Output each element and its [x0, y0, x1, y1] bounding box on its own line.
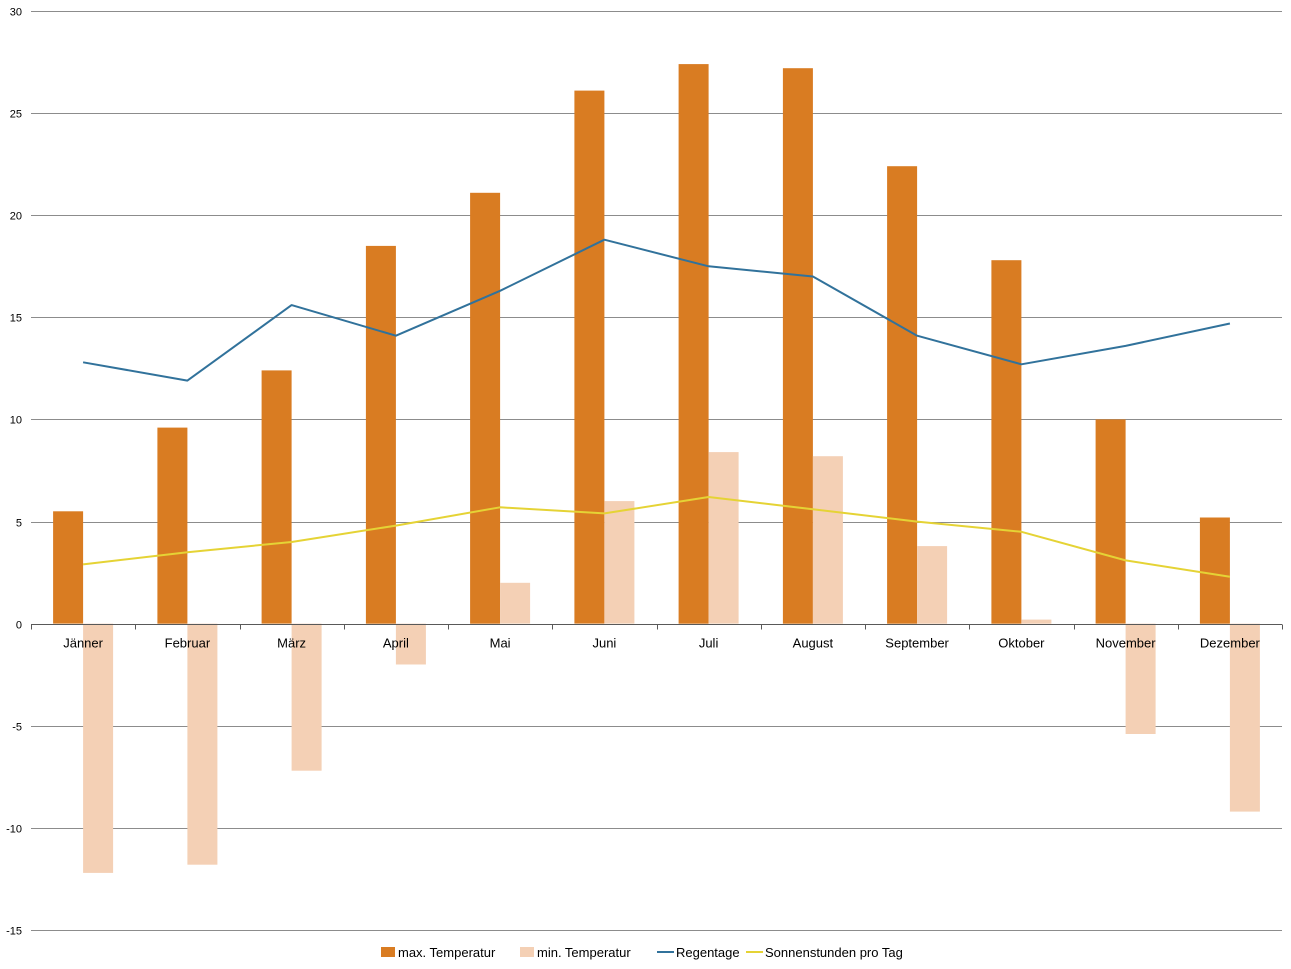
- legend-label: Regentage: [676, 945, 740, 960]
- bar-series: [53, 64, 1260, 873]
- bar-max-temperatur: [261, 370, 292, 624]
- bar-min-temperatur: [708, 452, 739, 624]
- y-tick-label: 5: [16, 518, 22, 530]
- category-label: Juli: [699, 636, 719, 651]
- legend-swatch: [520, 947, 534, 957]
- bar-max-temperatur: [574, 90, 605, 624]
- zero-axis: [31, 624, 1283, 630]
- bar-max-temperatur: [782, 68, 813, 624]
- category-label: Jänner: [63, 636, 103, 651]
- y-tick-label: 15: [10, 313, 22, 325]
- bar-min-temperatur: [812, 456, 843, 624]
- bar-max-temperatur: [365, 245, 396, 624]
- gridlines: [31, 11, 1282, 931]
- y-tick-label: 10: [10, 415, 22, 427]
- category-label: Februar: [165, 636, 211, 651]
- legend-label: max. Temperatur: [398, 945, 496, 960]
- y-tick-label: 20: [10, 211, 22, 223]
- category-label: November: [1096, 636, 1157, 651]
- bar-max-temperatur: [157, 427, 188, 624]
- bar-min-temperatur: [187, 623, 218, 865]
- category-label: August: [793, 636, 834, 651]
- bar-min-temperatur: [917, 546, 948, 624]
- category-label: Oktober: [998, 636, 1045, 651]
- y-tick-label: -5: [12, 722, 22, 734]
- bar-max-temperatur: [53, 511, 84, 624]
- category-label: Dezember: [1200, 636, 1261, 651]
- line-regentage: [82, 238, 1231, 382]
- bar-max-temperatur: [887, 166, 918, 624]
- category-label: Juni: [592, 636, 616, 651]
- legend-label: Sonnenstunden pro Tag: [765, 945, 903, 960]
- category-label: Mai: [490, 636, 511, 651]
- bar-min-temperatur: [604, 501, 635, 624]
- bar-min-temperatur: [500, 582, 531, 624]
- line-series: [82, 238, 1231, 578]
- bar-min-temperatur: [83, 623, 114, 873]
- category-label: März: [277, 636, 306, 651]
- y-axis-tick-labels: -15 -10 -5 0 5 10 15 20 25 30: [6, 7, 22, 938]
- y-tick-label: 25: [10, 109, 22, 121]
- bar-max-temperatur: [991, 260, 1022, 624]
- category-label: April: [383, 636, 409, 651]
- bar-max-temperatur: [678, 64, 709, 624]
- bar-min-temperatur: [1229, 623, 1260, 812]
- bar-min-temperatur: [1125, 623, 1156, 734]
- bar-max-temperatur: [1199, 517, 1230, 624]
- y-tick-label: 0: [16, 620, 22, 632]
- category-labels: Jänner Februar März April Mai Juni Juli August S…: [63, 636, 1260, 651]
- bar-max-temperatur: [470, 192, 501, 624]
- line-sonnenstunden: [82, 496, 1231, 578]
- category-label: September: [885, 636, 949, 651]
- y-tick-label: 30: [10, 7, 22, 19]
- bar-max-temperatur: [1095, 419, 1126, 624]
- bar-min-temperatur: [291, 623, 322, 771]
- bar-min-temperatur: [1021, 619, 1052, 624]
- y-tick-label: -15: [6, 926, 22, 938]
- bar-min-temperatur: [395, 623, 426, 665]
- legend-swatch: [381, 947, 395, 957]
- y-tick-label: -10: [6, 824, 22, 836]
- legend: max. Temperatur min. Temperatur Regentage S…: [381, 945, 903, 960]
- legend-label: min. Temperatur: [537, 945, 631, 960]
